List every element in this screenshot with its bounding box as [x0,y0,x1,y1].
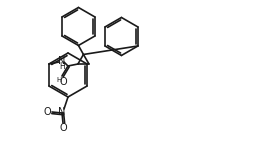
Text: N: N [58,107,66,117]
Text: O: O [43,107,51,117]
Text: H: H [56,77,61,83]
Text: O: O [59,77,67,87]
Text: H: H [59,62,65,71]
Text: O: O [59,123,67,133]
Text: N: N [58,56,66,66]
